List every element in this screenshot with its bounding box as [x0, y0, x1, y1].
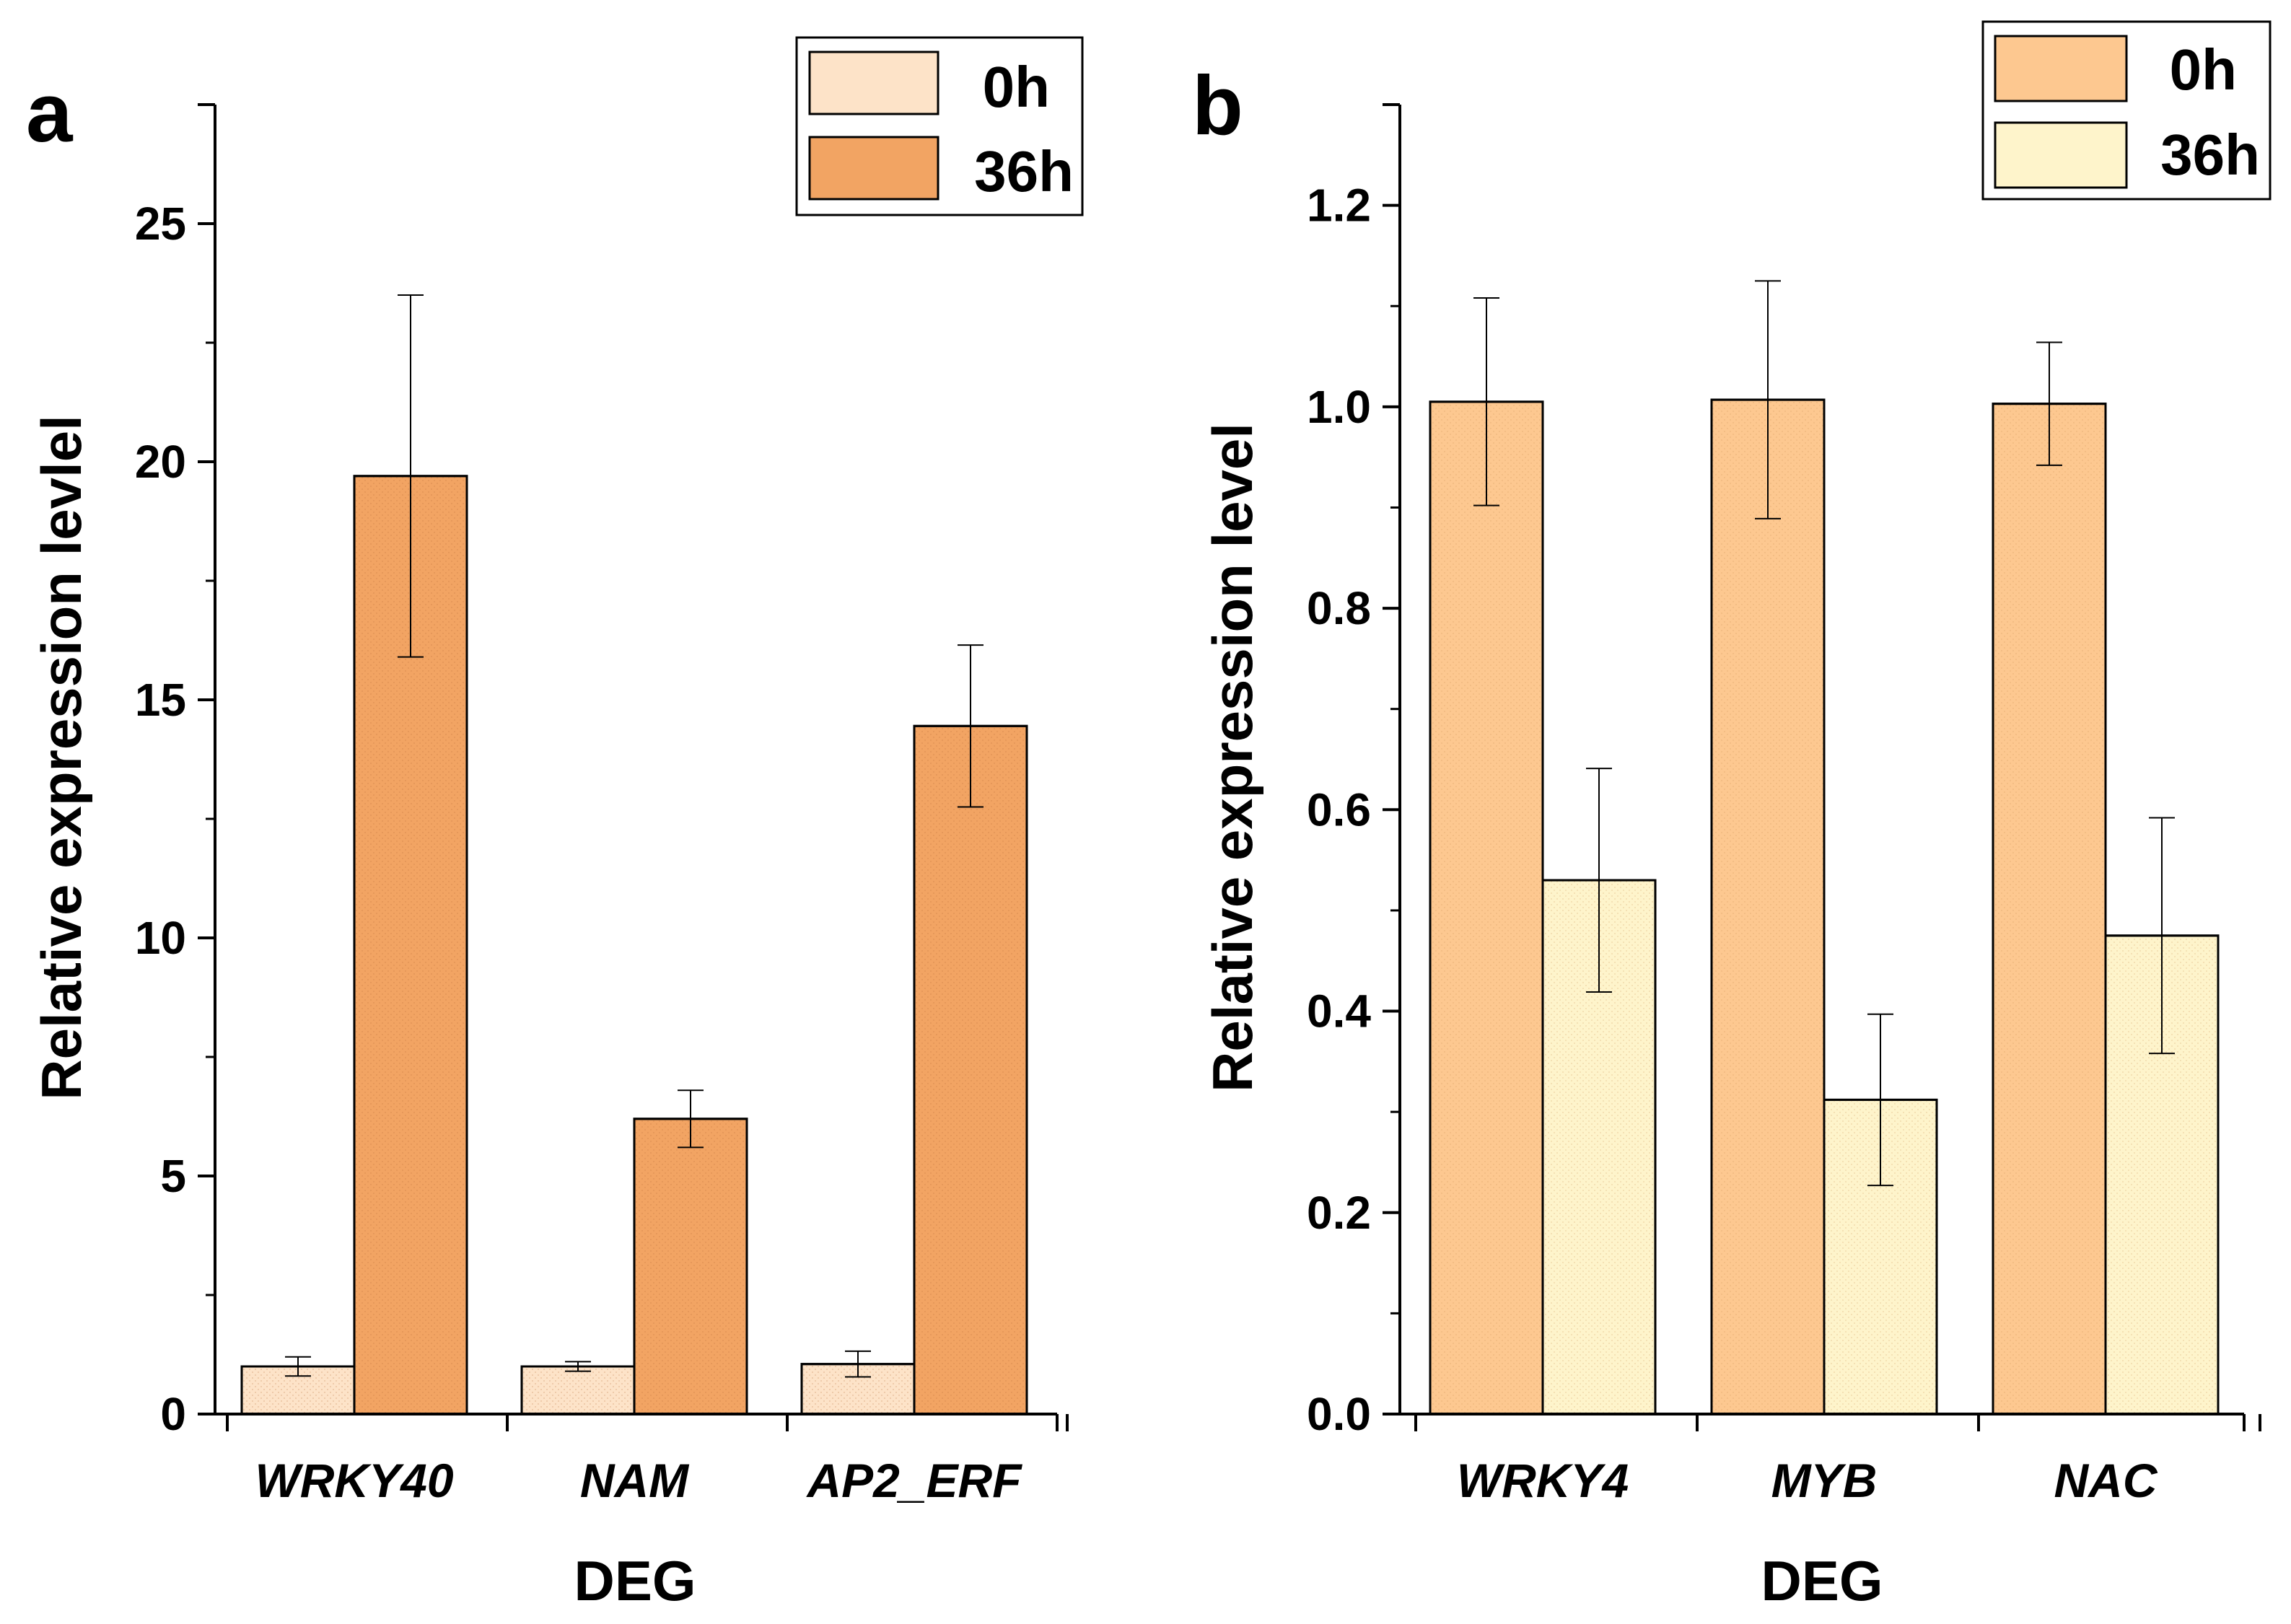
panel-a-y-axis-title: Relative expression levlel [30, 415, 93, 1100]
y-tick-label-25: 25 [135, 198, 186, 250]
panel-b-y-axis-title: Relative expression level [1201, 423, 1264, 1092]
panel-a-letter: a [26, 66, 74, 159]
panel-a-y-axis: 0 5 10 15 20 25 [135, 103, 216, 1440]
y-tick-label-0.8: 0.8 [1307, 582, 1371, 634]
y-tick-label-0.2: 0.2 [1307, 1187, 1371, 1239]
panel-a-legend-label-36h: 36h [974, 139, 1074, 203]
panel-b-legend-label-36h: 36h [2160, 123, 2260, 187]
y-tick-label-0.6: 0.6 [1307, 784, 1371, 835]
panel-b-legend-label-0h: 0h [2170, 38, 2237, 102]
x-tick-label-WRKY4: WRKY4 [1457, 1454, 1629, 1507]
panel-b-y-axis: 0.0 0.2 0.4 0.6 0.8 1.0 1.2 [1307, 103, 1401, 1440]
y-tick-label-15: 15 [135, 674, 186, 726]
y-tick-label-20: 20 [135, 436, 186, 488]
panel-a-legend-label-0h: 0h [983, 55, 1050, 119]
x-tick-label-NAC: NAC [2054, 1454, 2158, 1507]
panel-a-x-axis: WRKY40 NAM AP2_ERF [214, 1413, 1069, 1507]
panel-b-x-axis: WRKY4 MYB NAC [1398, 1413, 2261, 1507]
panel-a: a 0 5 10 15 20 25 WRKY40 NAM AP2_ERF DEG Relati… [26, 36, 1084, 1612]
bar-texture-WRKY4-0h [1429, 400, 1544, 1415]
panel-a-legend-swatch-0h [808, 51, 939, 115]
x-tick-label-MYB: MYB [1771, 1454, 1878, 1507]
y-tick-label-0: 0 [160, 1388, 186, 1440]
y-tick-label-5: 5 [160, 1150, 186, 1202]
x-tick-label-NAM: NAM [580, 1454, 690, 1507]
panel-a-errorbars [285, 294, 984, 1378]
panel-a-legend: 0h 36h [795, 36, 1084, 216]
bar-texture-MYB-0h [1710, 398, 1826, 1415]
bar-texture-NAC-0h [1992, 403, 2107, 1415]
panel-a-legend-swatch-36h [808, 136, 939, 201]
bar-texture-NAM-0h [520, 1365, 636, 1415]
bar-texture-AP2_ERF-36h [913, 724, 1028, 1415]
y-tick-label-0.4: 0.4 [1307, 986, 1371, 1037]
panel-b-bars [1429, 398, 2220, 1415]
y-tick-label-1.0: 1.0 [1307, 381, 1371, 433]
panel-b-legend-swatch-0h [1994, 35, 2128, 102]
x-tick-label-AP2_ERF: AP2_ERF [805, 1454, 1022, 1507]
x-tick-label-WRKY40: WRKY40 [255, 1454, 453, 1507]
panel-b-errorbars [1473, 280, 2175, 1187]
bar-texture-NAM-36h [633, 1118, 748, 1415]
panel-b-letter: b [1192, 58, 1243, 152]
panel-a-bars [240, 475, 1028, 1415]
panel-b: b 0.00.20.40.60.81.01.2 WRKY4 MYB NAC DEG … [1192, 20, 2272, 1612]
panel-b-x-axis-title: DEG [1761, 1549, 1883, 1612]
panel-a-x-axis-title: DEG [574, 1549, 696, 1612]
panel-b-legend: 0h 36h [1981, 20, 2272, 201]
panel-b-legend-swatch-36h [1994, 121, 2128, 189]
y-tick-label-1.2: 1.2 [1307, 180, 1371, 232]
y-tick-label-0.0: 0.0 [1307, 1388, 1371, 1440]
y-tick-label-10: 10 [135, 912, 186, 964]
